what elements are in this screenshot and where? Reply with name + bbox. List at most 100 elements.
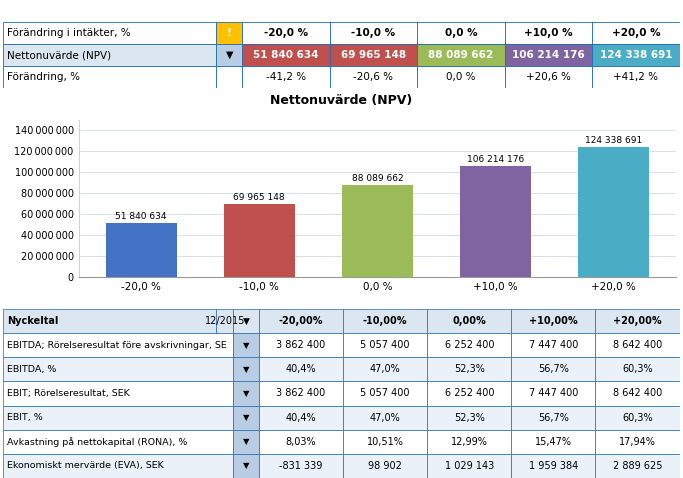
Text: ▼: ▼ (243, 341, 249, 350)
Text: Ekonomiskt mervärde (EVA), SEK: Ekonomiskt mervärde (EVA), SEK (7, 461, 163, 470)
Text: 1 029 143: 1 029 143 (445, 461, 494, 471)
Bar (342, 185, 413, 277)
Bar (217, 22, 242, 44)
Bar (224, 204, 294, 277)
Bar (330, 22, 417, 44)
Bar (592, 44, 680, 66)
Bar (234, 309, 259, 333)
Bar (578, 147, 649, 277)
Bar (596, 309, 680, 333)
Bar (505, 44, 592, 66)
Bar (259, 381, 343, 405)
Text: 124 338 691: 124 338 691 (600, 50, 672, 60)
Text: 12,99%: 12,99% (451, 437, 488, 447)
Bar (343, 333, 428, 357)
Bar (512, 454, 596, 478)
Text: 6 252 400: 6 252 400 (445, 389, 494, 399)
Text: +20,0 %: +20,0 % (611, 28, 660, 38)
Bar (217, 309, 234, 333)
Text: 52,3%: 52,3% (454, 364, 485, 374)
Text: 98 902: 98 902 (368, 461, 402, 471)
Bar (512, 357, 596, 381)
Text: 69 965 148: 69 965 148 (234, 193, 285, 202)
Text: ▼: ▼ (243, 461, 249, 470)
Bar (3, 430, 234, 454)
Text: 8 642 400: 8 642 400 (613, 389, 662, 399)
Text: +20,6 %: +20,6 % (526, 72, 571, 82)
Text: 7 447 400: 7 447 400 (529, 340, 578, 350)
Bar (259, 357, 343, 381)
Text: 60,3%: 60,3% (622, 364, 653, 374)
Bar (3, 454, 234, 478)
Text: 0,0 %: 0,0 % (446, 72, 475, 82)
Bar (428, 405, 512, 430)
Text: Nettonuvärde (NPV): Nettonuvärde (NPV) (8, 50, 111, 60)
Text: 106 214 176: 106 214 176 (467, 155, 524, 164)
Bar (217, 44, 242, 66)
Bar (242, 22, 330, 44)
Text: ▼: ▼ (243, 365, 249, 374)
Bar (596, 381, 680, 405)
Bar (3, 405, 234, 430)
Bar (234, 357, 259, 381)
Text: 56,7%: 56,7% (538, 413, 569, 423)
Text: EBIT, %: EBIT, % (7, 413, 42, 422)
Bar (234, 405, 259, 430)
Text: 106 214 176: 106 214 176 (512, 50, 585, 60)
Text: ▼: ▼ (243, 413, 249, 422)
Text: 2 889 625: 2 889 625 (613, 461, 663, 471)
Text: 3 862 400: 3 862 400 (277, 340, 326, 350)
Text: 0,00%: 0,00% (452, 316, 486, 326)
Text: ▼: ▼ (243, 437, 249, 446)
Bar (3, 22, 217, 44)
Bar (3, 357, 234, 381)
Text: 40,4%: 40,4% (285, 364, 316, 374)
Text: 60,3%: 60,3% (622, 413, 653, 423)
Text: 1 959 384: 1 959 384 (529, 461, 578, 471)
Bar (505, 66, 592, 88)
Bar (428, 309, 512, 333)
Text: 7 447 400: 7 447 400 (529, 389, 578, 399)
Bar (592, 66, 680, 88)
Text: 3 862 400: 3 862 400 (277, 389, 326, 399)
Text: 5 057 400: 5 057 400 (361, 340, 410, 350)
Bar (596, 430, 680, 454)
Bar (417, 44, 505, 66)
Text: ▼: ▼ (242, 316, 249, 326)
Text: 51 840 634: 51 840 634 (115, 212, 167, 221)
Text: +10,0 %: +10,0 % (524, 28, 572, 38)
Bar (428, 454, 512, 478)
Bar (106, 223, 177, 277)
Bar (512, 405, 596, 430)
Bar (343, 430, 428, 454)
Bar (259, 430, 343, 454)
Text: 88 089 662: 88 089 662 (352, 174, 403, 183)
Bar (505, 22, 592, 44)
Text: Nettonuvärde (NPV): Nettonuvärde (NPV) (270, 94, 413, 107)
Text: 40,4%: 40,4% (285, 413, 316, 423)
Bar (512, 333, 596, 357)
Bar (330, 44, 417, 66)
Bar (596, 405, 680, 430)
Text: 47,0%: 47,0% (370, 413, 400, 423)
Text: 47,0%: 47,0% (370, 364, 400, 374)
Text: Förändring i intäkter, %: Förändring i intäkter, % (8, 28, 131, 38)
Bar (343, 309, 428, 333)
Bar (428, 333, 512, 357)
Text: 8,03%: 8,03% (285, 437, 316, 447)
Bar (596, 333, 680, 357)
Text: 12/2015: 12/2015 (205, 316, 245, 326)
Text: Avkastning på nettokapital (RONA), %: Avkastning på nettokapital (RONA), % (7, 437, 187, 447)
Text: +41,2 %: +41,2 % (613, 72, 658, 82)
Text: -20,0 %: -20,0 % (264, 28, 308, 38)
Bar (343, 357, 428, 381)
Bar (343, 405, 428, 430)
Bar (596, 454, 680, 478)
Text: 5 057 400: 5 057 400 (361, 389, 410, 399)
Bar (3, 66, 217, 88)
Bar (234, 381, 259, 405)
Text: 69 965 148: 69 965 148 (341, 50, 406, 60)
Text: ▼: ▼ (243, 389, 249, 398)
Text: EBIT; Rörelseresultat, SEK: EBIT; Rörelseresultat, SEK (7, 389, 130, 398)
Text: -20,6 %: -20,6 % (353, 72, 393, 82)
